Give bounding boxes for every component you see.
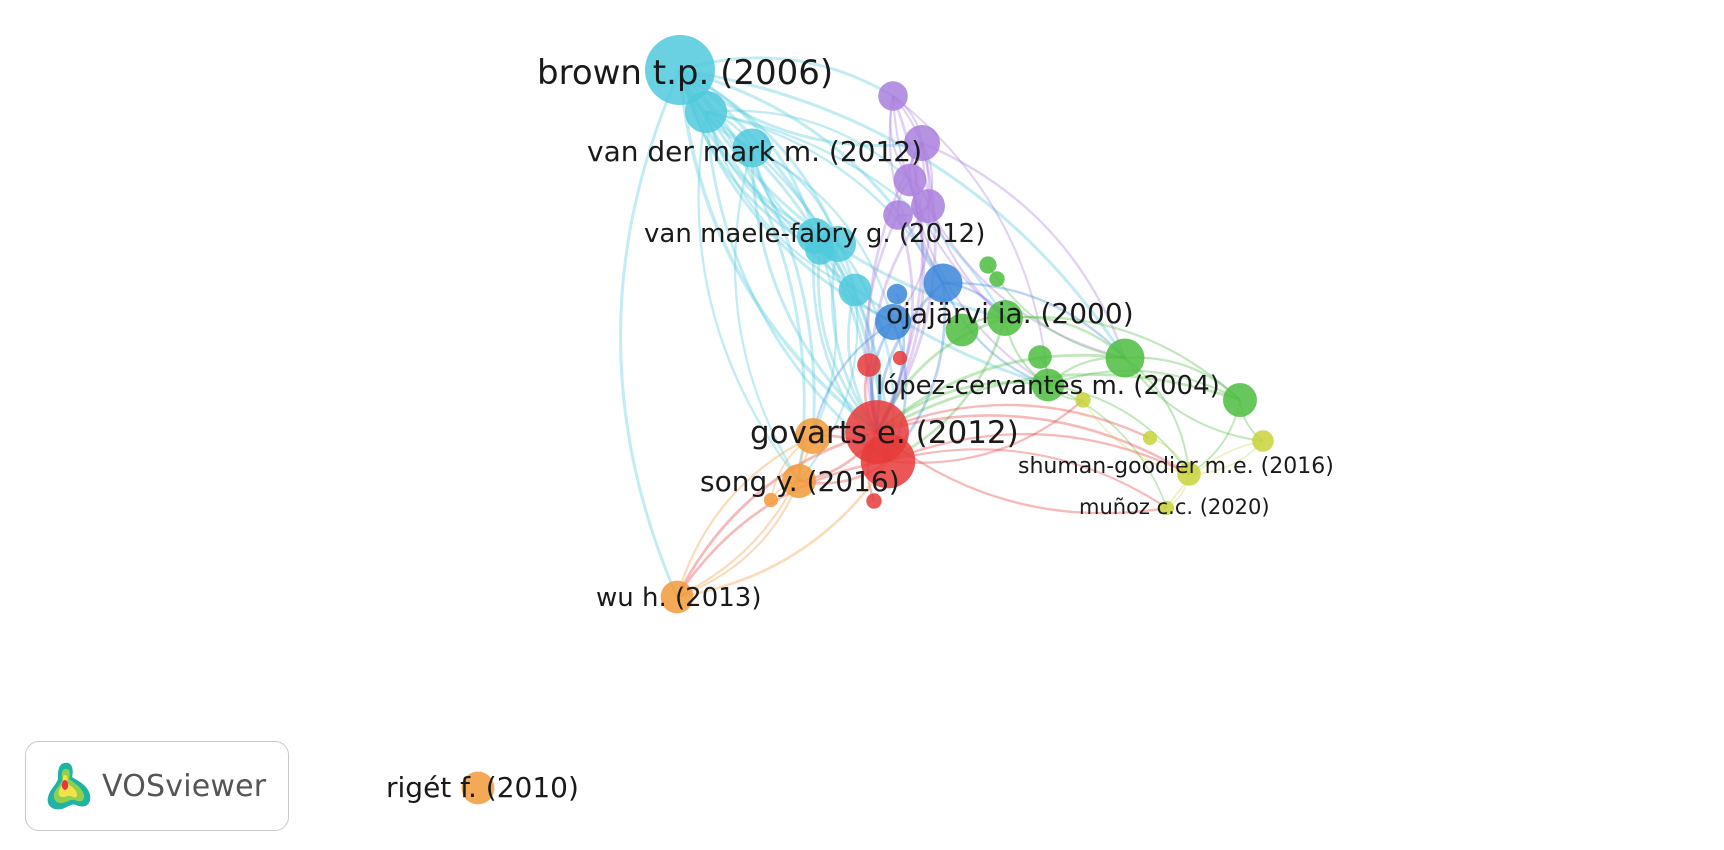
link-shuman-y4 <box>1082 399 1190 475</box>
link-song-wu <box>676 480 800 599</box>
node-r5[interactable] <box>892 350 908 366</box>
node-y5[interactable] <box>1142 430 1158 446</box>
link-brown-wu <box>619 69 682 598</box>
node-cyan6[interactable] <box>838 273 872 307</box>
link-r2-munoz <box>887 448 1168 509</box>
node-song[interactable] <box>782 464 816 498</box>
vosviewer-logo: VOSviewer <box>25 741 289 831</box>
node-p4[interactable] <box>911 189 945 223</box>
node-munoz[interactable] <box>1159 500 1175 516</box>
link-cyan2-cyan6 <box>704 111 856 292</box>
nodes-layer <box>461 35 1274 805</box>
node-label-shuman[interactable]: shuman-goodier m.e. (2016) <box>1018 454 1334 479</box>
link-brown-lopez <box>678 69 1049 387</box>
node-p3[interactable] <box>893 163 927 197</box>
link-govarts-shuman <box>876 414 1190 476</box>
link-lopez-munoz <box>1047 384 1168 509</box>
node-label-riget[interactable]: rigét f. (2010) <box>386 771 579 804</box>
link-lopez-shuman <box>1047 384 1190 475</box>
link-vandermark-song <box>734 147 800 482</box>
node-g6[interactable] <box>1028 345 1052 369</box>
node-riget[interactable] <box>461 771 495 805</box>
node-p2[interactable] <box>904 125 940 161</box>
link-p2-ojajarvi <box>920 142 1006 319</box>
node-label-munoz[interactable]: muñoz c.c. (2020) <box>1079 495 1270 519</box>
node-p5[interactable] <box>883 200 913 230</box>
link-g3-y3 <box>1124 357 1264 442</box>
node-label-wu[interactable]: wu h. (2013) <box>596 583 761 613</box>
node-label-lopez[interactable]: lópez-cervantes m. (2004) <box>876 371 1220 401</box>
logo-text: VOSviewer <box>102 768 267 804</box>
node-g5[interactable] <box>1223 383 1257 417</box>
labels-layer: brown t.p. (2006) van der mark m. (2012) v… <box>386 53 1334 804</box>
link-brown-b1 <box>679 68 945 284</box>
node-g3[interactable] <box>1105 338 1145 378</box>
node-label-govarts[interactable]: govarts e. (2012) <box>750 415 1019 451</box>
link-o1-wu <box>676 435 815 598</box>
link-g3-govarts <box>876 353 1126 434</box>
link-govarts-wu <box>675 430 878 598</box>
node-y4[interactable] <box>1075 392 1091 408</box>
link-p1-b1 <box>888 95 944 284</box>
link-r2-shuman <box>887 432 1190 476</box>
node-b2[interactable] <box>875 304 911 340</box>
link-lopez-g5 <box>1047 369 1241 401</box>
node-vandermark[interactable] <box>732 128 772 168</box>
link-cyan2-p3 <box>705 109 911 181</box>
link-vandermark-b2 <box>751 146 895 323</box>
node-o1[interactable] <box>795 418 831 454</box>
node-brown[interactable] <box>645 35 715 105</box>
link-cyan2-r2 <box>704 111 889 463</box>
link-cyan6-song <box>798 289 859 482</box>
link-cyan2-song <box>697 111 800 482</box>
node-label-vandermark[interactable]: van der mark m. (2012) <box>587 135 922 168</box>
link-govarts-y5 <box>876 403 1151 440</box>
node-g2[interactable] <box>945 313 979 347</box>
node-cyan2[interactable] <box>684 90 728 134</box>
node-cyan7[interactable] <box>805 235 835 265</box>
node-ojajarvi[interactable] <box>987 300 1023 336</box>
link-wu-o1 <box>675 435 814 598</box>
node-o5[interactable] <box>763 492 779 508</box>
node-label-song[interactable]: song y. (2016) <box>700 465 900 498</box>
link-b1-g3 <box>942 281 1126 359</box>
node-label-ojajarvi[interactable]: ojajärvi ia. (2000) <box>886 297 1134 330</box>
link-brown-g3 <box>679 68 1127 359</box>
node-y3[interactable] <box>1252 430 1274 452</box>
node-r3[interactable] <box>857 353 881 377</box>
node-b3[interactable] <box>886 283 908 305</box>
link-brown-govarts <box>678 69 879 434</box>
link-ojajarvi-g5 <box>1004 315 1241 401</box>
node-g8[interactable] <box>989 271 1005 287</box>
node-g7[interactable] <box>979 256 997 274</box>
links-layer <box>619 56 1264 599</box>
node-b1[interactable] <box>923 263 963 303</box>
node-p1[interactable] <box>878 81 908 111</box>
node-shuman[interactable] <box>1177 462 1201 486</box>
node-label-brown[interactable]: brown t.p. (2006) <box>537 53 833 93</box>
node-r2[interactable] <box>860 433 916 489</box>
node-lopez[interactable] <box>1031 368 1065 402</box>
link-p2-g3 <box>921 141 1127 359</box>
node-wu[interactable] <box>660 580 694 614</box>
link-y3-munoz <box>1166 440 1264 509</box>
link-vandermark-govarts <box>750 147 879 434</box>
link-wu-r2 <box>676 460 890 599</box>
node-label-vanmaele[interactable]: van maele-fabry g. (2012) <box>644 219 985 249</box>
link-cyan2-b1 <box>705 110 945 284</box>
vosviewer-logo-icon <box>47 762 91 810</box>
node-r4[interactable] <box>866 493 882 509</box>
link-cyan2-ojajarvi <box>705 110 1007 319</box>
